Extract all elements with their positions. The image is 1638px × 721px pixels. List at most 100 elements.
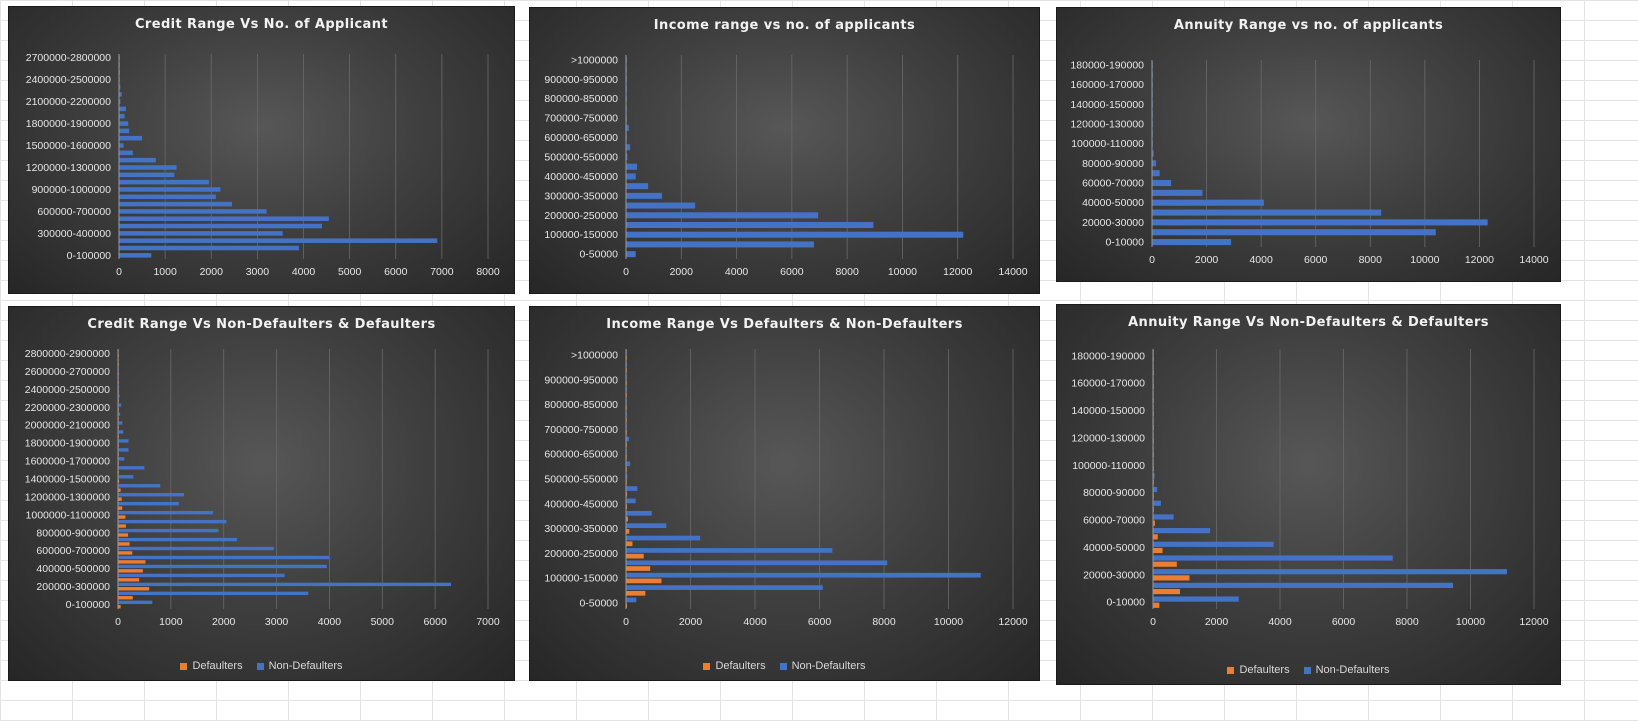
y-category-label: 1500000-1600000 [26,140,111,152]
x-tick-label: 3000 [265,616,289,628]
y-category-label: >1000000 [571,350,618,362]
x-tick-label: 4000 [318,616,342,628]
bar [1153,569,1508,575]
y-category-label: 40000-50000 [1083,542,1145,554]
chart-income-range-defaulters[interactable]: 0 2000 4000 6000 8000 10000 12000 0-50000 100000… [529,306,1040,681]
bar [118,542,130,546]
y-category-label: 400000-450000 [544,498,618,510]
legend-item-defaulters[interactable]: Defaulters [1227,664,1290,676]
bar [118,484,161,488]
y-category-label: 200000-250000 [544,210,618,222]
y-category-label: 600000-700000 [37,206,111,218]
bar [118,528,219,533]
x-tick-label: 5000 [371,616,395,628]
chart-annuity-range-applicants[interactable]: 0 2000 4000 6000 8000 10000 12000 14000 0-10000 2… [1056,7,1561,282]
bar [1152,219,1488,226]
bar [1152,150,1154,157]
y-category-label: 100000-110000 [1072,460,1145,472]
bar [626,585,823,590]
bar [626,124,629,131]
y-category-label: 140000-150000 [1071,405,1145,417]
y-category-label: 0-10000 [1105,237,1144,249]
y-category-label: 2200000-2300000 [25,402,110,414]
bar [118,479,120,483]
bar [1152,189,1203,196]
bar [626,553,644,559]
y-category-label: 0-100000 [67,250,112,262]
legend-item-non-defaulters[interactable]: Non-Defaulters [779,660,866,672]
chart-credit-range-applicants[interactable]: 0 1000 2000 3000 4000 5000 6000 7000 8000 0-10000… [8,6,515,294]
legend-item-non-defaulters[interactable]: Non-Defaulters [256,660,343,672]
x-tick-label: 14000 [1519,254,1548,266]
bar [1153,473,1155,479]
bar [626,192,662,199]
bar [118,403,122,407]
y-category-label: 400000-500000 [36,563,110,575]
y-category-label: 2400000-2500000 [26,74,111,86]
chart-income-range-applicants[interactable]: 0 2000 4000 6000 8000 10000 12000 14000 0-50000 1… [529,7,1040,294]
y-category-label: 100000-110000 [1071,138,1144,150]
legend-item-non-defaulters[interactable]: Non-Defaulters [1303,664,1390,676]
y-category-label: 700000-750000 [544,424,618,436]
bar [626,144,631,151]
y-category-label: 180000-190000 [1071,350,1145,362]
bar [626,436,629,442]
bar [119,91,122,97]
bar [119,194,216,200]
bar [118,430,124,434]
bar [626,183,649,190]
bar [1152,229,1436,236]
bar [118,591,309,596]
legend-item-defaulters[interactable]: Defaulters [703,660,766,672]
bar [118,510,214,515]
bar [626,510,652,516]
bar [119,253,152,258]
x-tick-label: 8000 [872,616,896,628]
bar [118,519,227,524]
bar [1153,561,1177,567]
chart-credit-range-defaulters[interactable]: 0 1000 2000 3000 4000 5000 6000 7000 0-100000 200… [8,306,515,681]
legend-swatch-defaulters [703,662,711,670]
x-tick-label: 8000 [1359,254,1383,266]
bar [118,394,120,398]
bar [118,551,133,555]
bar [119,201,233,207]
chart-legend: Defaulters Non-Defaulters [1057,664,1560,676]
bar [626,541,633,547]
y-category-label: 80000-90000 [1082,158,1144,170]
y-category-label: 500000-550000 [544,152,618,164]
legend-item-defaulters[interactable]: Defaulters [180,660,243,672]
chart-plot: 0 1000 2000 3000 4000 5000 6000 7000 0-100000 200… [25,348,500,628]
bar [118,546,274,551]
y-category-label: 300000-350000 [544,190,618,202]
y-category-label: 1600000-1700000 [25,456,110,468]
x-tick-label: 4000 [292,266,316,278]
chart-annuity-range-defaulters[interactable]: 0 2000 4000 6000 8000 10000 12000 0-10000 20000-… [1056,304,1561,685]
bar [118,596,133,600]
bar [119,187,221,192]
x-tick-label: 2000 [200,266,224,278]
y-category-label: 300000-350000 [544,523,618,535]
x-tick-label: 0 [115,616,121,628]
bar [119,135,143,141]
bar [1153,547,1163,554]
chart-title: Annuity Range vs no. of applicants [1173,18,1444,33]
y-category-label: 900000-950000 [544,374,618,386]
bar [626,163,638,170]
x-tick-label: 8000 [1395,616,1419,628]
bar [118,600,153,605]
y-category-label: 800000-900000 [36,527,110,539]
bar [626,231,964,238]
y-category-label: 180000-190000 [1070,59,1144,71]
bar [119,84,121,90]
bar [626,529,630,534]
y-category-label: 2700000-2800000 [26,52,111,64]
bar [626,498,636,504]
x-tick-label: 4000 [1249,254,1273,266]
bar [119,121,129,126]
bar [118,587,150,591]
x-tick-label: 6000 [808,616,832,628]
chart-plot: 0 2000 4000 6000 8000 10000 12000 14000 0-50000 1… [544,54,1027,278]
x-tick-label: 6000 [1332,616,1356,628]
y-category-label: 80000-90000 [1083,487,1145,499]
